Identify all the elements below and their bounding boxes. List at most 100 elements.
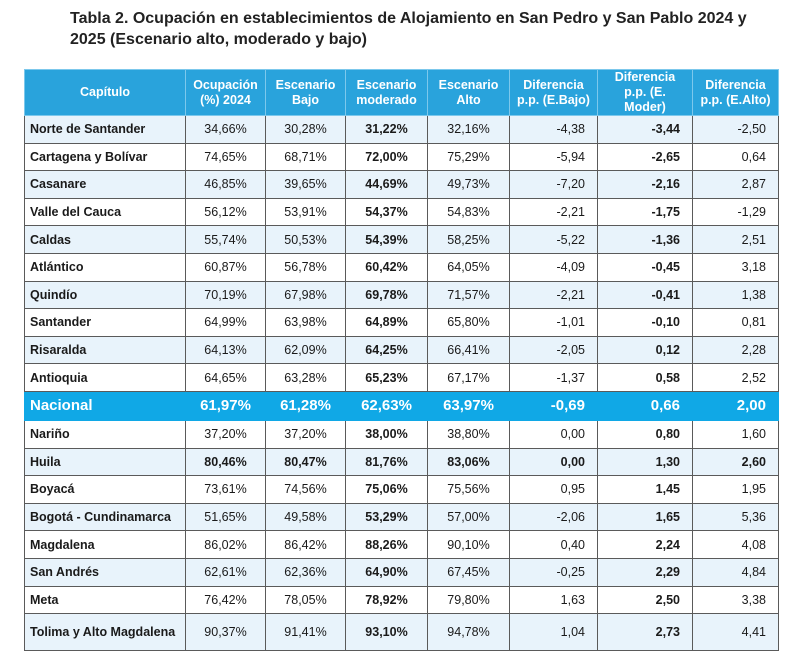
cell-diferencia-alto: 1,95 [692, 475, 779, 504]
cell-escenario-moderado: 38,00% [345, 419, 428, 449]
cell-escenario-bajo: 86,42% [265, 530, 346, 559]
cell-escenario-moderado: 64,89% [345, 308, 428, 337]
cell-diferencia-moderado: 2,50 [597, 585, 693, 615]
table-row: Norte de Santander 34,66% 30,28% 31,22% 32,1… [24, 115, 779, 144]
cell-capitulo: Boyacá [24, 475, 186, 504]
cell-ocupacion-2024: 86,02% [185, 530, 266, 559]
cell-diferencia-alto: 4,41 [692, 613, 779, 651]
cell-diferencia-alto: 2,87 [692, 170, 779, 199]
cell-capitulo: Nacional [24, 390, 186, 421]
cell-escenario-bajo: 68,71% [265, 142, 346, 172]
cell-escenario-moderado: 78,92% [345, 585, 428, 615]
cell-escenario-alto: 67,17% [427, 363, 510, 392]
cell-ocupacion-2024: 64,13% [185, 335, 266, 365]
cell-diferencia-bajo: 0,40 [509, 530, 598, 559]
cell-escenario-moderado: 69,78% [345, 280, 428, 310]
table-row: Santander 64,99% 63,98% 64,89% 65,80% -1,01 -0… [24, 308, 779, 337]
cell-capitulo: Quindío [24, 280, 186, 310]
cell-diferencia-bajo: -0,25 [509, 557, 598, 587]
cell-diferencia-bajo: -2,21 [509, 280, 598, 310]
cell-ocupacion-2024: 64,65% [185, 363, 266, 392]
cell-escenario-moderado: 62,63% [345, 390, 428, 421]
table-row: Boyacá 73,61% 74,56% 75,06% 75,56% 0,95 1,45 1,… [24, 475, 779, 504]
cell-escenario-alto: 57,00% [427, 502, 510, 532]
cell-diferencia-moderado: -3,44 [597, 115, 693, 144]
cell-escenario-alto: 71,57% [427, 280, 510, 310]
cell-ocupacion-2024: 64,99% [185, 308, 266, 337]
cell-capitulo: Huila [24, 447, 186, 477]
cell-diferencia-alto: 2,52 [692, 363, 779, 392]
table-row: Antioquia 64,65% 63,28% 65,23% 67,17% -1,37 0,… [24, 363, 779, 392]
cell-diferencia-moderado: 0,80 [597, 419, 693, 449]
cell-diferencia-bajo: 1,63 [509, 585, 598, 615]
cell-escenario-moderado: 64,90% [345, 557, 428, 587]
cell-diferencia-alto: 4,08 [692, 530, 779, 559]
cell-escenario-alto: 65,80% [427, 308, 510, 337]
cell-escenario-bajo: 74,56% [265, 475, 346, 504]
cell-escenario-bajo: 67,98% [265, 280, 346, 310]
cell-escenario-moderado: 93,10% [345, 613, 428, 651]
cell-capitulo: Caldas [24, 225, 186, 254]
cell-escenario-moderado: 54,37% [345, 197, 428, 227]
cell-escenario-alto: 64,05% [427, 252, 510, 282]
cell-escenario-bajo: 63,98% [265, 308, 346, 337]
cell-escenario-alto: 58,25% [427, 225, 510, 254]
cell-escenario-moderado: 88,26% [345, 530, 428, 559]
cell-escenario-alto: 66,41% [427, 335, 510, 365]
cell-diferencia-moderado: 2,73 [597, 613, 693, 651]
cell-diferencia-moderado: 0,66 [597, 390, 693, 421]
cell-escenario-moderado: 81,76% [345, 447, 428, 477]
cell-diferencia-moderado: -0,45 [597, 252, 693, 282]
cell-diferencia-alto: 0,64 [692, 142, 779, 172]
table-row: Tolima y Alto Magdalena 90,37% 91,41% 93,10… [24, 613, 779, 651]
table-title: Tabla 2. Ocupación en establecimientos d… [70, 10, 747, 48]
cell-escenario-moderado: 31,22% [345, 115, 428, 144]
cell-escenario-bajo: 78,05% [265, 585, 346, 615]
cell-capitulo: Valle del Cauca [24, 197, 186, 227]
cell-diferencia-moderado: 0,58 [597, 363, 693, 392]
cell-diferencia-bajo: -2,06 [509, 502, 598, 532]
cell-diferencia-bajo: -4,38 [509, 115, 598, 144]
cell-escenario-alto: 63,97% [427, 390, 510, 421]
cell-diferencia-moderado: -2,65 [597, 142, 693, 172]
cell-diferencia-alto: 2,00 [692, 390, 779, 421]
cell-capitulo: Bogotá - Cundinamarca [24, 502, 186, 532]
cell-diferencia-alto: 3,38 [692, 585, 779, 615]
cell-diferencia-bajo: -0,69 [509, 390, 598, 421]
cell-escenario-alto: 83,06% [427, 447, 510, 477]
cell-capitulo: Tolima y Alto Magdalena [24, 613, 186, 651]
header-escenario-moderado: Escenario moderado [345, 69, 428, 116]
cell-diferencia-moderado: 1,45 [597, 475, 693, 504]
cell-escenario-moderado: 44,69% [345, 170, 428, 199]
cell-escenario-moderado: 60,42% [345, 252, 428, 282]
header-escenario-bajo: Escenario Bajo [265, 69, 346, 116]
cell-ocupacion-2024: 37,20% [185, 419, 266, 449]
cell-diferencia-bajo: -2,05 [509, 335, 598, 365]
table-row: Risaralda 64,13% 62,09% 64,25% 66,41% -2,05 0,… [24, 335, 779, 365]
cell-ocupacion-2024: 62,61% [185, 557, 266, 587]
cell-diferencia-bajo: -5,94 [509, 142, 598, 172]
cell-ocupacion-2024: 61,97% [185, 390, 266, 421]
cell-capitulo: Norte de Santander [24, 115, 186, 144]
cell-capitulo: Cartagena y Bolívar [24, 142, 186, 172]
cell-diferencia-moderado: 0,12 [597, 335, 693, 365]
cell-escenario-alto: 90,10% [427, 530, 510, 559]
cell-diferencia-bajo: -1,01 [509, 308, 598, 337]
cell-escenario-moderado: 64,25% [345, 335, 428, 365]
cell-diferencia-moderado: 1,65 [597, 502, 693, 532]
cell-escenario-moderado: 53,29% [345, 502, 428, 532]
table-row: Magdalena 86,02% 86,42% 88,26% 90,10% 0,40 2,2… [24, 530, 779, 559]
cell-capitulo: Risaralda [24, 335, 186, 365]
cell-diferencia-moderado: -1,36 [597, 225, 693, 254]
cell-escenario-bajo: 63,28% [265, 363, 346, 392]
cell-escenario-alto: 67,45% [427, 557, 510, 587]
cell-escenario-alto: 94,78% [427, 613, 510, 651]
cell-diferencia-bajo: -7,20 [509, 170, 598, 199]
cell-diferencia-alto: 3,18 [692, 252, 779, 282]
cell-ocupacion-2024: 60,87% [185, 252, 266, 282]
cell-escenario-bajo: 50,53% [265, 225, 346, 254]
cell-diferencia-alto: 5,36 [692, 502, 779, 532]
table-row: Nariño 37,20% 37,20% 38,00% 38,80% 0,00 0,80 1,… [24, 419, 779, 449]
table-row: Casanare 46,85% 39,65% 44,69% 49,73% -7,20 -2,… [24, 170, 779, 199]
cell-capitulo: Nariño [24, 419, 186, 449]
